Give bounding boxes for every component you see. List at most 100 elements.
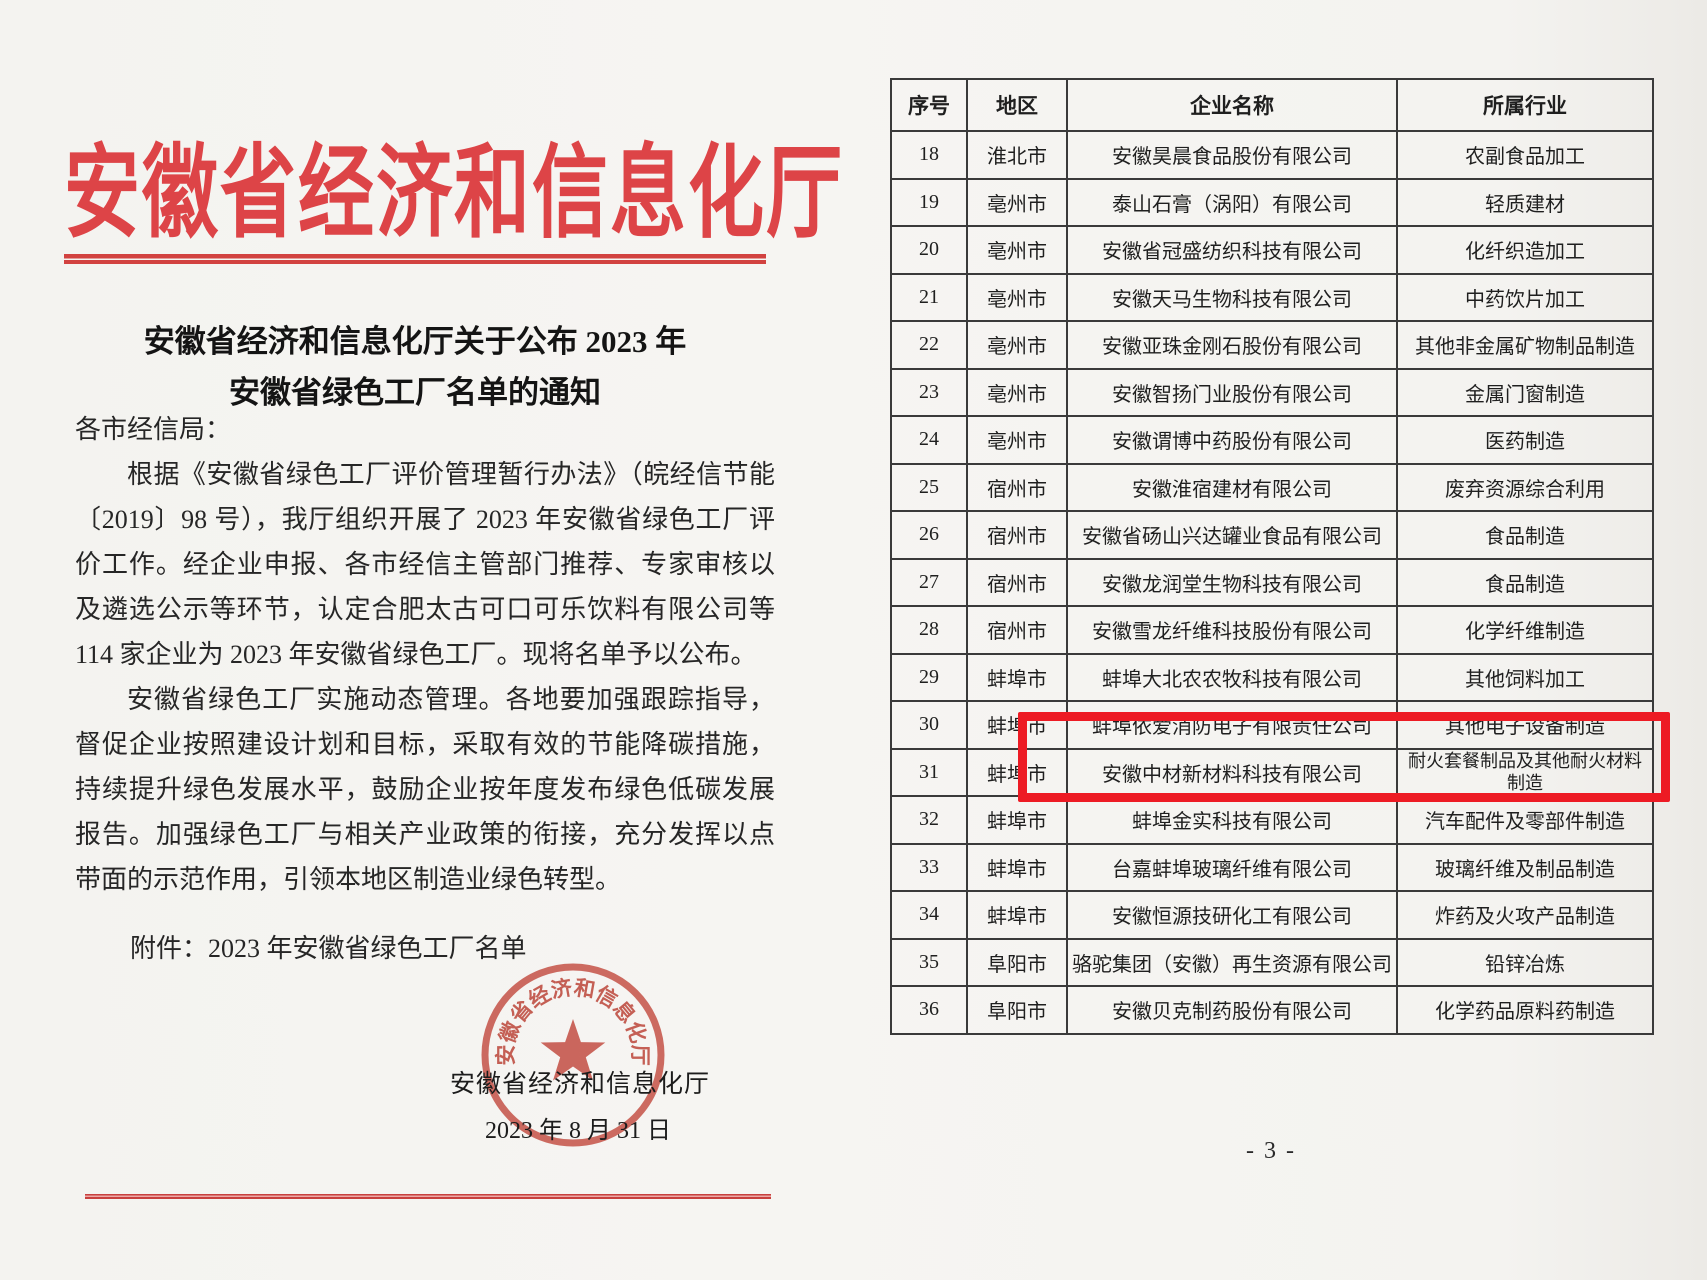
serial-cell: 28 xyxy=(890,605,968,655)
table-row: 28 宿州市 安徽雪龙纤维科技股份有限公司 化学纤维制造 xyxy=(890,605,1654,655)
table-row: 26 宿州市 安徽省砀山兴达罐业食品有限公司 食品制造 xyxy=(890,510,1654,560)
region-cell: 宿州市 xyxy=(966,510,1068,560)
table-row: 19 亳州市 泰山石膏（涡阳）有限公司 轻质建材 xyxy=(890,177,1654,227)
industry-cell: 医药制造 xyxy=(1396,415,1654,465)
seal-ring xyxy=(481,963,665,1147)
table-row: 18 淮北市 安徽昊晨食品股份有限公司 农副食品加工 xyxy=(890,130,1654,180)
agency-letterhead-title: 安徽省经济和信息化厅 xyxy=(64,138,844,251)
company-cell: 安徽贝克制药股份有限公司 xyxy=(1066,985,1398,1035)
company-cell: 安徽昊晨食品股份有限公司 xyxy=(1066,130,1398,180)
serial-cell: 31 xyxy=(890,747,968,797)
industry-cell: 其他电子设备制造 xyxy=(1396,700,1654,750)
serial-cell: 33 xyxy=(890,842,968,892)
table-header-row: 序号 地区 企业名称 所属行业 xyxy=(890,78,1654,132)
company-cell: 蚌埠大北农农牧科技有限公司 xyxy=(1066,652,1398,702)
column-header: 序号 xyxy=(890,78,968,132)
region-cell: 蚌埠市 xyxy=(966,747,1068,797)
industry-cell: 玻璃纤维及制品制造 xyxy=(1396,842,1654,892)
region-cell: 阜阳市 xyxy=(966,985,1068,1035)
region-cell: 亳州市 xyxy=(966,320,1068,370)
notice-paragraph-2: 安徽省绿色工厂实施动态管理。各地要加强跟踪指导，督促企业按照建设计划和目标，采取… xyxy=(75,685,775,894)
serial-cell: 29 xyxy=(890,652,968,702)
serial-cell: 32 xyxy=(890,795,968,845)
serial-cell: 26 xyxy=(890,510,968,560)
column-header: 企业名称 xyxy=(1066,78,1398,132)
issue-date: 2023 年 8 月 31 日 xyxy=(485,1118,671,1144)
table-row: 24 亳州市 安徽谓博中药股份有限公司 医药制造 xyxy=(890,415,1654,465)
region-cell: 亳州市 xyxy=(966,177,1068,227)
industry-cell: 金属门窗制造 xyxy=(1396,367,1654,417)
company-cell: 台嘉蚌埠玻璃纤维有限公司 xyxy=(1066,842,1398,892)
table-row: 20 亳州市 安徽省冠盛纺织科技有限公司 化纤织造加工 xyxy=(890,225,1654,275)
table-row: 29 蚌埠市 蚌埠大北农农牧科技有限公司 其他饲料加工 xyxy=(890,652,1654,702)
company-cell: 蚌埠依爱消防电子有限责任公司 xyxy=(1066,700,1398,750)
company-cell: 安徽淮宿建材有限公司 xyxy=(1066,462,1398,512)
industry-cell: 轻质建材 xyxy=(1396,177,1654,227)
industry-cell: 铅锌冶炼 xyxy=(1396,937,1654,987)
industry-cell: 汽车配件及零部件制造 xyxy=(1396,795,1654,845)
attachment-line: 附件：2023 年安徽省绿色工厂名单 xyxy=(130,934,527,963)
table-row: 32 蚌埠市 蚌埠金实科技有限公司 汽车配件及零部件制造 xyxy=(890,795,1654,845)
industry-cell: 其他饲料加工 xyxy=(1396,652,1654,702)
seal-star-icon xyxy=(540,1019,606,1081)
serial-cell: 22 xyxy=(890,320,968,370)
region-cell: 蚌埠市 xyxy=(966,795,1068,845)
page-footer-rule xyxy=(85,1194,771,1199)
company-cell: 泰山石膏（涡阳）有限公司 xyxy=(1066,177,1398,227)
table-body: 18 淮北市 安徽昊晨食品股份有限公司 农副食品加工 19 亳州市 泰山石膏（涡阳）有限公司… xyxy=(890,130,1654,1035)
region-cell: 亳州市 xyxy=(966,272,1068,322)
company-cell: 安徽省冠盛纺织科技有限公司 xyxy=(1066,225,1398,275)
industry-cell: 食品制造 xyxy=(1396,510,1654,560)
issuer-signature: 安徽省经济和信息化厅 xyxy=(449,1071,710,1098)
table-row: 23 亳州市 安徽智扬门业股份有限公司 金属门窗制造 xyxy=(890,367,1654,417)
region-cell: 蚌埠市 xyxy=(966,700,1068,750)
serial-cell: 25 xyxy=(890,462,968,512)
region-cell: 亳州市 xyxy=(966,415,1068,465)
table-row: 36 阜阳市 安徽贝克制药股份有限公司 化学药品原料药制造 xyxy=(890,985,1654,1035)
serial-cell: 21 xyxy=(890,272,968,322)
industry-cell: 其他非金属矿物制品制造 xyxy=(1396,320,1654,370)
serial-cell: 30 xyxy=(890,700,968,750)
industry-cell: 化学纤维制造 xyxy=(1396,605,1654,655)
notice-title-line2: 安徽省绿色工厂名单的通知 xyxy=(229,375,601,410)
table-row: 30 蚌埠市 蚌埠依爱消防电子有限责任公司 其他电子设备制造 xyxy=(890,700,1654,750)
serial-cell: 35 xyxy=(890,937,968,987)
company-cell: 蚌埠金实科技有限公司 xyxy=(1066,795,1398,845)
column-header: 地区 xyxy=(966,78,1068,132)
company-cell: 安徽亚珠金刚石股份有限公司 xyxy=(1066,320,1398,370)
industry-cell: 耐火套餐制品及其他耐火材料制造 xyxy=(1396,747,1654,797)
company-cell: 安徽天马生物科技有限公司 xyxy=(1066,272,1398,322)
notice-title: 安徽省经济和信息化厅关于公布 2023 年 安徽省绿色工厂名单的通知 xyxy=(60,316,770,418)
notice-title-line1: 安徽省经济和信息化厅关于公布 2023 年 xyxy=(143,324,687,359)
salutation: 各市经信局： xyxy=(75,415,232,444)
table-header: 序号 地区 企业名称 所属行业 xyxy=(890,78,1654,132)
region-cell: 蚌埠市 xyxy=(966,842,1068,892)
column-header: 所属行业 xyxy=(1396,78,1654,132)
industry-cell: 炸药及火攻产品制造 xyxy=(1396,890,1654,940)
table-row: 34 蚌埠市 安徽恒源技研化工有限公司 炸药及火攻产品制造 xyxy=(890,890,1654,940)
region-cell: 宿州市 xyxy=(966,557,1068,607)
region-cell: 宿州市 xyxy=(966,605,1068,655)
industry-cell: 农副食品加工 xyxy=(1396,130,1654,180)
letterhead-rule xyxy=(64,254,766,264)
table-row: 27 宿州市 安徽龙润堂生物科技有限公司 食品制造 xyxy=(890,557,1654,607)
serial-cell: 18 xyxy=(890,130,968,180)
company-cell: 安徽谓博中药股份有限公司 xyxy=(1066,415,1398,465)
company-cell: 安徽恒源技研化工有限公司 xyxy=(1066,890,1398,940)
region-cell: 蚌埠市 xyxy=(966,652,1068,702)
serial-cell: 34 xyxy=(890,890,968,940)
region-cell: 蚌埠市 xyxy=(966,890,1068,940)
table-row: 33 蚌埠市 台嘉蚌埠玻璃纤维有限公司 玻璃纤维及制品制造 xyxy=(890,842,1654,892)
company-cell: 安徽中材新材料科技有限公司 xyxy=(1066,747,1398,797)
serial-cell: 36 xyxy=(890,985,968,1035)
company-cell: 安徽省砀山兴达罐业食品有限公司 xyxy=(1066,510,1398,560)
page-number: - 3 - xyxy=(1246,1138,1296,1164)
company-cell: 安徽龙润堂生物科技有限公司 xyxy=(1066,557,1398,607)
industry-cell: 化纤织造加工 xyxy=(1396,225,1654,275)
industry-cell: 废弃资源综合利用 xyxy=(1396,462,1654,512)
region-cell: 亳州市 xyxy=(966,367,1068,417)
serial-cell: 24 xyxy=(890,415,968,465)
serial-cell: 23 xyxy=(890,367,968,417)
table-row: 35 阜阳市 骆驼集团（安徽）再生资源有限公司 铅锌冶炼 xyxy=(890,937,1654,987)
